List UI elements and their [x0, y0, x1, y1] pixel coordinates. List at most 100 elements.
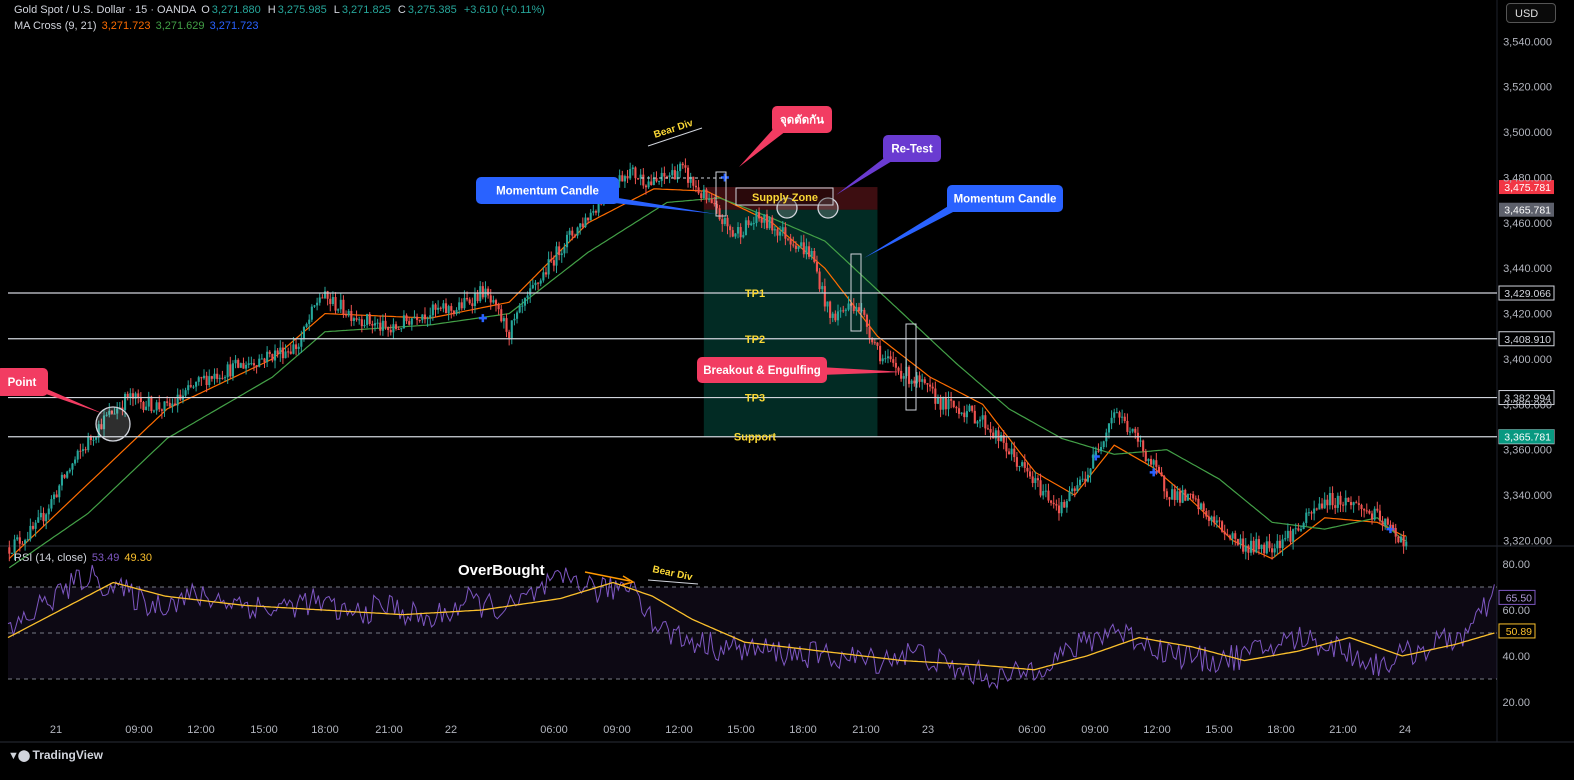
candle-body — [458, 302, 461, 310]
candle-body — [1021, 462, 1024, 467]
candle-body — [573, 235, 576, 237]
candle-body — [1115, 412, 1118, 414]
candle-body — [366, 314, 369, 325]
symbol-title: Gold Spot / U.S. Dollar · 15 · OANDA — [14, 4, 197, 16]
candle-body — [97, 424, 100, 438]
candle-body — [794, 245, 797, 249]
candle-body — [31, 525, 35, 529]
candle-body — [758, 212, 761, 219]
time-tick-label: 21:00 — [852, 724, 880, 736]
rsi-div-line — [647, 579, 699, 585]
candle-body — [1310, 512, 1313, 514]
candle-body — [1384, 518, 1387, 526]
candle-body — [765, 214, 769, 229]
candle-body — [195, 381, 198, 387]
callout-label: Momentum Candle — [954, 194, 1057, 206]
candle-body — [931, 386, 934, 389]
candle-body — [918, 375, 921, 382]
price-tick-label: 3,380.000 — [1503, 399, 1552, 411]
currency-button[interactable]: USD — [1506, 3, 1556, 23]
candle-body — [555, 246, 558, 266]
candle-body — [634, 167, 637, 179]
candle-body — [39, 512, 42, 518]
level-label: TP1 — [745, 288, 765, 300]
candle-body — [1205, 510, 1208, 517]
candle-body — [1294, 528, 1297, 530]
time-tick-label: 06:00 — [540, 724, 568, 736]
candle-body — [489, 295, 492, 303]
candle-body — [708, 198, 711, 200]
candle-body — [266, 351, 269, 363]
ma-legend[interactable]: MA Cross (9, 21) 3,271.723 3,271.629 3,2… — [14, 20, 261, 32]
candle-body — [1231, 533, 1234, 539]
candle-body — [89, 437, 92, 441]
candle-body — [652, 178, 655, 185]
candle-body — [1084, 478, 1087, 482]
candle-body — [1221, 521, 1224, 532]
candle-body — [960, 412, 963, 414]
candle-body — [318, 297, 321, 303]
candle-body — [223, 377, 227, 379]
candle-body — [242, 363, 245, 369]
candle-body — [26, 539, 29, 541]
candle-body — [868, 326, 871, 338]
annotations[interactable]: Point Momentum Candle จุดตัดกัน Re-Test Mome… — [0, 106, 1063, 442]
candle-body — [1007, 451, 1011, 455]
candle-body — [363, 324, 366, 327]
candle-body — [400, 328, 403, 330]
candle-body — [544, 272, 548, 275]
candle-body — [810, 250, 813, 257]
candle-body — [166, 401, 169, 403]
symbol-legend[interactable]: Gold Spot / U.S. Dollar · 15 · OANDA O 3,… — [14, 4, 547, 16]
candle-body — [1378, 510, 1381, 521]
candle-body — [158, 402, 161, 410]
candle-body — [1297, 528, 1300, 531]
candle-body — [1171, 489, 1174, 500]
candle-body — [821, 286, 824, 290]
candle-body — [715, 203, 719, 209]
ma-title: MA Cross (9, 21) — [14, 20, 97, 32]
candle-body — [68, 469, 71, 472]
candle-body — [1257, 539, 1260, 550]
candle-body — [1334, 505, 1337, 508]
candle-body — [1157, 466, 1161, 473]
rsi-legend[interactable]: RSI (14, close) 53.49 49.30 — [14, 552, 154, 564]
candles[interactable] — [8, 158, 1408, 562]
candle-body — [1186, 493, 1189, 501]
overbought-arrowhead — [621, 575, 635, 586]
time-tick-label: 12:00 — [1143, 724, 1171, 736]
candle-body — [1034, 478, 1037, 484]
candle-body — [521, 305, 524, 307]
candle-body — [942, 397, 945, 410]
candle-body — [752, 223, 755, 225]
candle-body — [584, 217, 587, 227]
callout-box — [697, 357, 827, 383]
candle-body — [352, 318, 355, 321]
candle-body — [171, 403, 174, 407]
candle-body — [1347, 497, 1350, 503]
price-levels[interactable]: TP1 3,429.066 TP2 3,408.910 TP3 3,382.994 Supp… — [8, 180, 1555, 445]
candle-body — [150, 396, 153, 411]
tradingview-logo[interactable]: ▼⬤ TradingView — [8, 748, 103, 762]
candle-body — [302, 326, 306, 339]
candle-body — [1360, 504, 1363, 510]
price-tick-label: 3,400.000 — [1503, 354, 1552, 366]
candle-body — [1089, 468, 1092, 475]
candle-body — [665, 176, 669, 178]
candle-body — [568, 230, 571, 235]
candle-body — [21, 543, 24, 545]
candle-body — [74, 459, 77, 464]
rsi-tick-label: 80.00 — [1502, 559, 1530, 571]
candle-body — [618, 175, 621, 182]
candle-body — [981, 415, 984, 420]
candle-body — [1176, 491, 1179, 500]
candle-body — [1392, 524, 1395, 529]
candle-body — [173, 403, 177, 406]
price-tick-label: 3,360.000 — [1503, 445, 1552, 457]
candle-body — [1342, 504, 1345, 506]
candle-body — [305, 323, 308, 327]
candle-body — [358, 319, 361, 321]
candle-body — [126, 393, 129, 399]
